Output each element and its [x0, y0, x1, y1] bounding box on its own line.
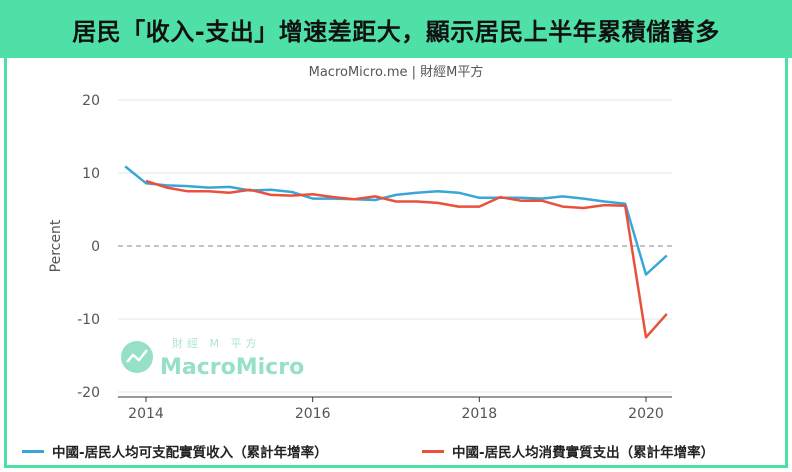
series-line-income [124, 165, 668, 276]
y-axis-ticks: 20 10 0 -10 -20 [77, 93, 100, 401]
x-tick-label: 2014 [128, 406, 164, 422]
y-tick-label: -20 [77, 385, 100, 401]
watermark: 財經 M 平方 MacroMicro [121, 336, 304, 380]
x-axis-ticks: 2014 2016 2018 2020 [128, 397, 664, 422]
chart-frame [4, 58, 788, 468]
legend-swatch-consumption [422, 449, 444, 453]
source-label: MacroMicro.me | 財經M平方 [309, 64, 484, 80]
legend-swatch-income [22, 449, 44, 453]
y-tick-label: 10 [82, 166, 100, 182]
y-tick-label: 20 [82, 93, 100, 109]
legend-label-income: 中國-居民人均可支配實質收入（累計年增率） [52, 445, 328, 461]
page-title: 居民「收入-支出」增速差距大，顯示居民上半年累積儲蓄多 [72, 17, 720, 46]
y-axis-label: Percent [48, 219, 64, 272]
watermark-top-text: 財經 M 平方 [172, 336, 260, 350]
x-tick-label: 2016 [295, 406, 331, 422]
series-line-consumption [145, 179, 668, 339]
watermark-chart-glyph [126, 349, 148, 363]
legend-item-consumption[interactable]: 中國-居民人均消費實質支出（累計年增率） [422, 441, 714, 461]
watermark-brand: MacroMicro [160, 355, 304, 380]
y-tick-label: 0 [91, 239, 100, 255]
legend-label-consumption: 中國-居民人均消費實質支出（累計年增率） [452, 445, 715, 461]
series-layer [124, 165, 668, 339]
title-bar: 居民「收入-支出」增速差距大，顯示居民上半年累積儲蓄多 [0, 0, 792, 58]
y-tick-label: -10 [77, 312, 100, 328]
legend-item-income[interactable]: 中國-居民人均可支配實質收入（累計年增率） [22, 441, 328, 461]
legend: 中國-居民人均可支配實質收入（累計年增率） 中國-居民人均消費實質支出（累計年增… [22, 441, 782, 465]
x-tick-label: 2018 [462, 406, 498, 422]
x-tick-label: 2020 [628, 406, 664, 422]
grid-lines [118, 99, 672, 393]
